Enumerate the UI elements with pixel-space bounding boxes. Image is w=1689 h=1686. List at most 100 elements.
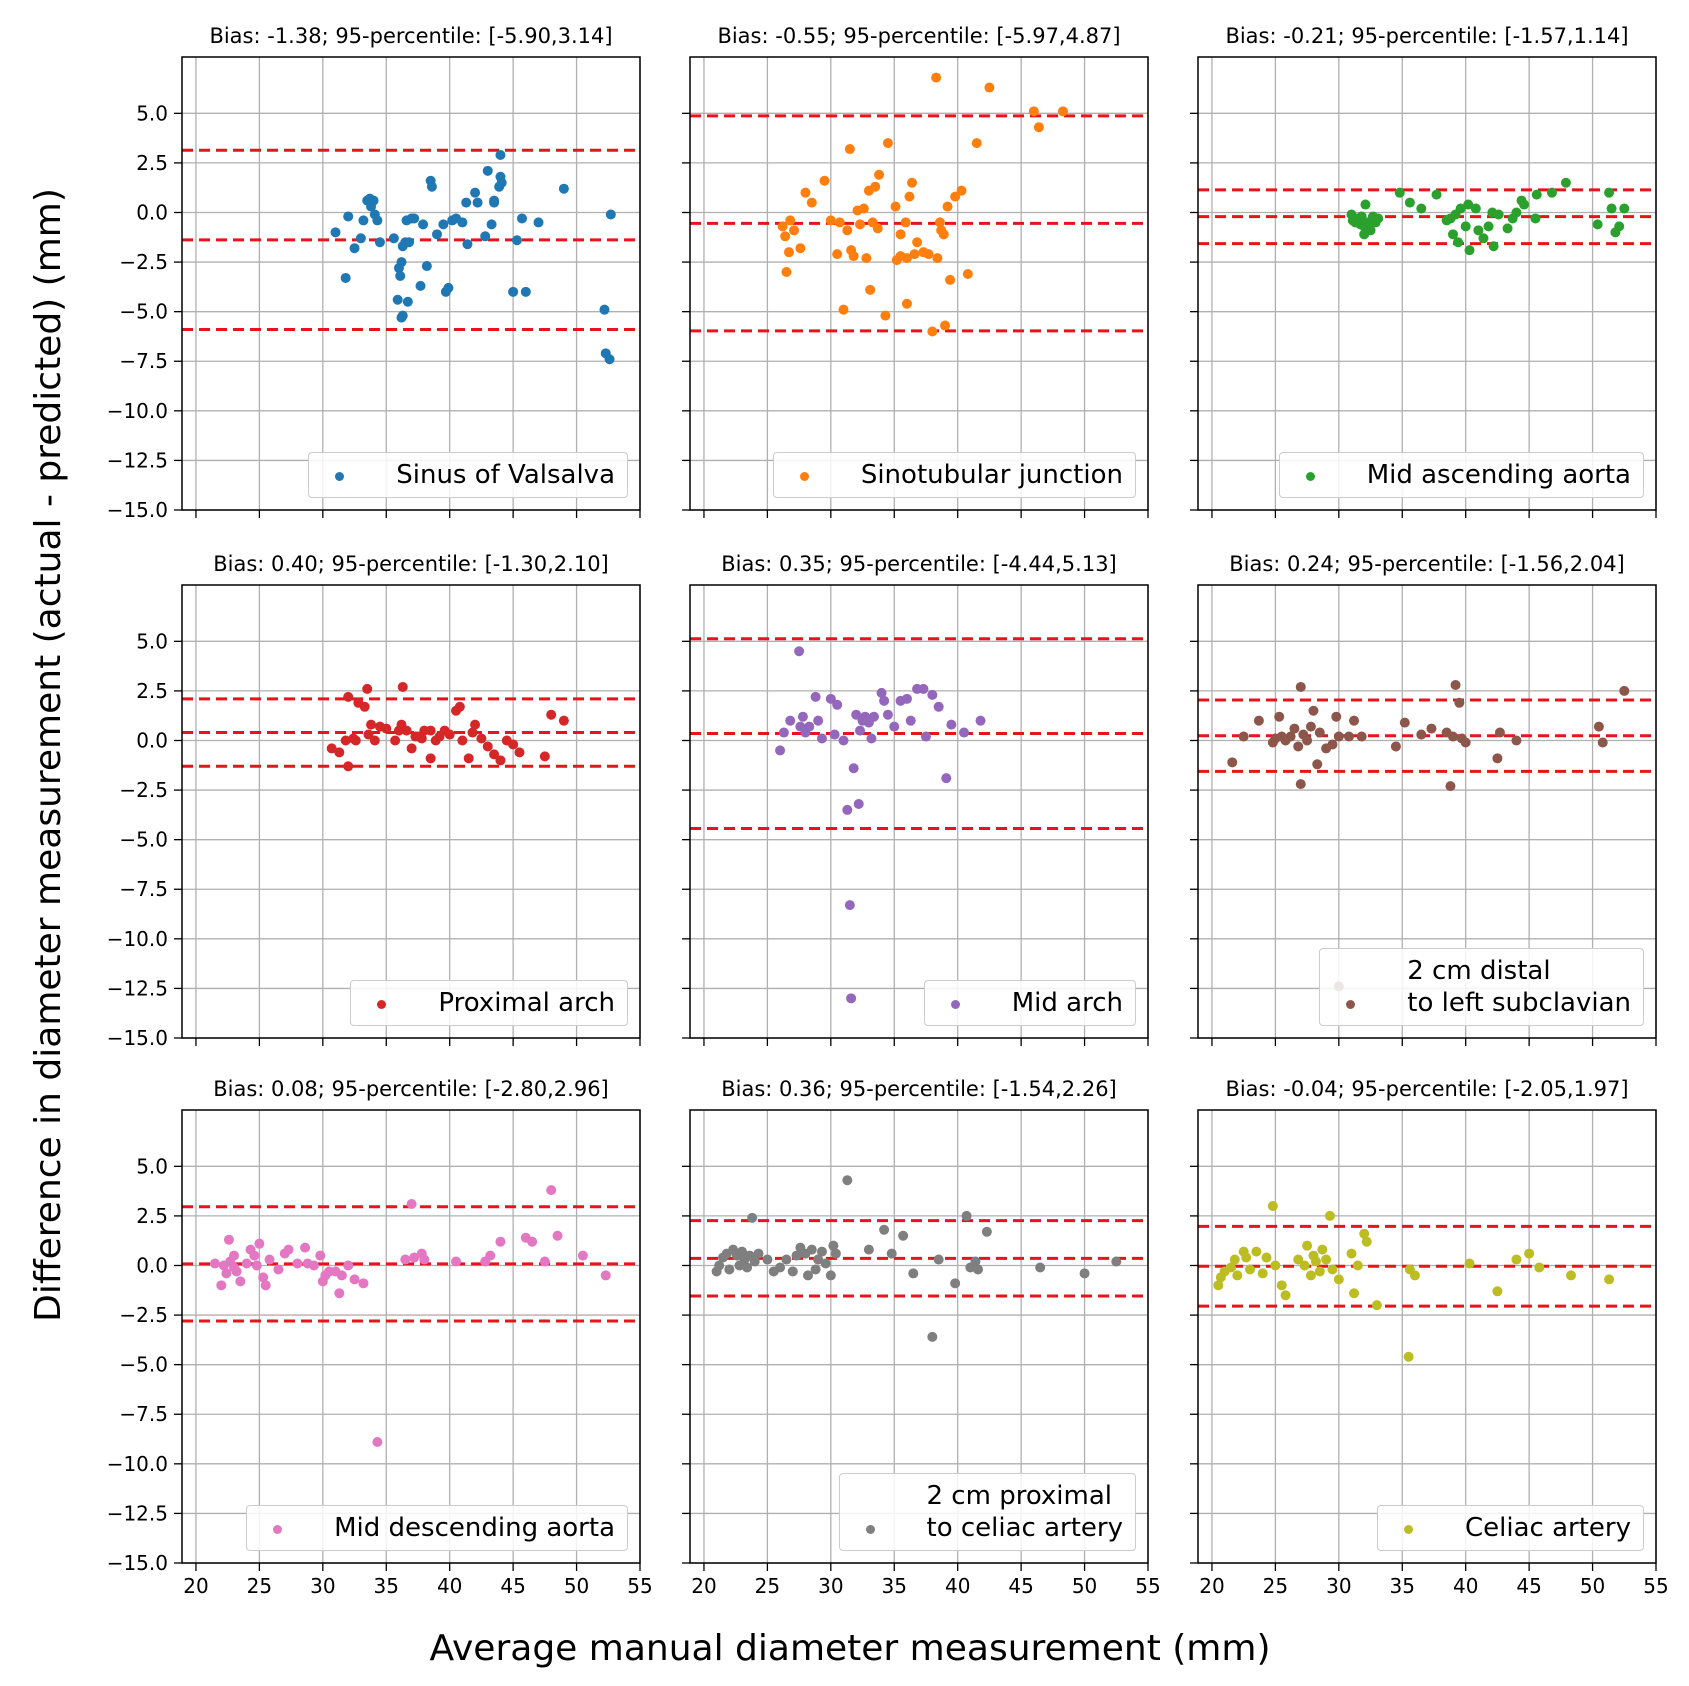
- point: [1470, 203, 1481, 214]
- panel-title: Bias: -1.38; 95-percentile: [-5.90,3.14]: [209, 24, 612, 48]
- point: [462, 239, 473, 250]
- point: [546, 1185, 557, 1196]
- point: [495, 1236, 506, 1247]
- point: [362, 683, 373, 694]
- point: [806, 197, 817, 208]
- point: [866, 733, 877, 744]
- point: [945, 274, 956, 285]
- point: [927, 689, 938, 700]
- plot-frame: [689, 1109, 1149, 1564]
- x-tick-label: 35: [882, 1574, 907, 1598]
- point: [1314, 727, 1325, 738]
- panel-title: Bias: -0.21; 95-percentile: [-1.57,1.14]: [1225, 24, 1628, 48]
- x-tick-label: 30: [310, 1574, 335, 1598]
- point: [369, 735, 380, 746]
- point: [904, 191, 915, 202]
- point: [855, 725, 866, 736]
- point: [942, 201, 953, 212]
- point: [838, 304, 849, 315]
- point: [241, 1258, 252, 1269]
- point: [927, 1331, 938, 1342]
- point: [950, 1278, 961, 1289]
- x-tick-label: 25: [755, 1574, 780, 1598]
- point: [1321, 1254, 1332, 1265]
- y-tick-label: 2.5: [136, 151, 168, 175]
- point: [777, 221, 788, 232]
- point: [1597, 737, 1608, 748]
- legend: Sinus of Valsalva: [308, 452, 628, 498]
- point: [1530, 213, 1541, 224]
- x-tick-label: 30: [1326, 1574, 1351, 1598]
- legend-marker: [1404, 1525, 1414, 1534]
- y-tick-label: −7.5: [119, 1402, 168, 1426]
- point: [834, 217, 845, 228]
- point: [848, 251, 859, 262]
- point: [972, 1264, 983, 1275]
- plot-frame: [1197, 56, 1657, 511]
- y-tick-label: −10.0: [107, 1452, 168, 1476]
- point: [401, 725, 412, 736]
- point: [511, 235, 522, 246]
- point: [787, 1266, 798, 1277]
- point: [1302, 735, 1313, 746]
- point: [829, 729, 840, 740]
- point: [1546, 187, 1557, 198]
- x-tick-label: 45: [1516, 1574, 1541, 1598]
- point: [539, 751, 550, 762]
- point: [778, 727, 789, 738]
- point: [1299, 1260, 1310, 1271]
- x-tick-label: 50: [1580, 1574, 1605, 1598]
- point: [1333, 1274, 1344, 1285]
- y-tick-label: 2.5: [136, 679, 168, 703]
- point: [797, 711, 808, 722]
- legend: Mid arch: [923, 980, 1136, 1026]
- point: [467, 727, 478, 738]
- point: [1310, 1256, 1321, 1267]
- legend: 2 cm distal to left subclavian: [1319, 948, 1644, 1026]
- point: [229, 1250, 240, 1261]
- point: [315, 1250, 326, 1261]
- point: [1394, 187, 1405, 198]
- point: [1492, 1286, 1503, 1297]
- point: [890, 201, 901, 212]
- x-tick-label: 45: [500, 1574, 525, 1598]
- plot-frame: [1197, 584, 1657, 1039]
- point: [1285, 731, 1296, 742]
- point: [1324, 1210, 1335, 1221]
- point: [838, 735, 849, 746]
- panel-title: Bias: -0.55; 95-percentile: [-5.97,4.87]: [717, 24, 1120, 48]
- point: [406, 1199, 417, 1210]
- point: [1483, 221, 1494, 232]
- point: [959, 727, 970, 738]
- point: [486, 219, 497, 230]
- point: [358, 215, 369, 226]
- point: [283, 1244, 294, 1255]
- point: [1225, 1262, 1236, 1273]
- point: [1213, 1280, 1224, 1291]
- point: [780, 231, 791, 242]
- point: [742, 1262, 753, 1273]
- point: [1274, 711, 1285, 722]
- point: [863, 1244, 874, 1255]
- point: [1531, 189, 1542, 200]
- point: [485, 1250, 496, 1261]
- point: [933, 1254, 944, 1265]
- point: [1454, 697, 1465, 708]
- point: [546, 709, 557, 720]
- point: [1057, 106, 1068, 117]
- point: [842, 804, 853, 815]
- x-tick-label: 20: [183, 1574, 208, 1598]
- point: [235, 1276, 246, 1287]
- point: [1519, 199, 1530, 210]
- point: [868, 711, 879, 722]
- point: [476, 733, 487, 744]
- plot-frame: [181, 1109, 641, 1564]
- point: [1241, 1252, 1252, 1263]
- point: [1308, 705, 1319, 716]
- point: [402, 296, 413, 307]
- legend-marker: [335, 472, 345, 481]
- point: [1604, 1274, 1615, 1285]
- point: [813, 715, 824, 726]
